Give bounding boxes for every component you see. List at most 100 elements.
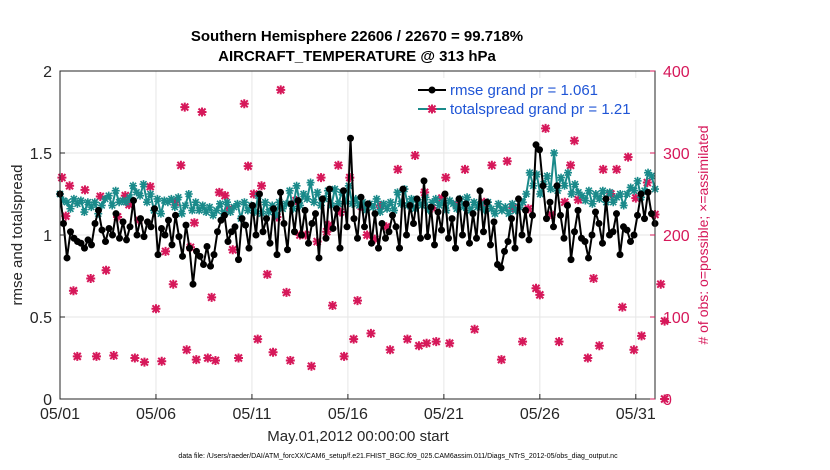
- rmse-point: [361, 223, 368, 231]
- rmse-point: [396, 244, 403, 252]
- totalspread-point: [640, 186, 649, 195]
- rmse-point: [130, 197, 137, 205]
- obs-point: [470, 324, 480, 334]
- x-axis-label: May.01,2012 00:00:00 start: [267, 428, 449, 445]
- totalspread-point: [163, 198, 172, 207]
- totalspread-point: [536, 190, 545, 198]
- y-tick-label: 0.5: [30, 310, 52, 327]
- obs-point: [207, 292, 217, 302]
- obs-point: [353, 296, 362, 306]
- totalspread-point: [73, 199, 82, 208]
- y-tick-label: 2: [43, 64, 52, 81]
- rmse-point: [473, 234, 480, 242]
- rmse-point: [256, 190, 263, 198]
- obs-point: [656, 279, 666, 289]
- rmse-point: [515, 195, 522, 203]
- rmse-point: [466, 239, 473, 247]
- totalspread-point: [386, 198, 395, 207]
- totalspread-point: [588, 199, 597, 208]
- totalspread-point: [334, 199, 343, 208]
- totalspread-point: [261, 198, 270, 207]
- obs-point: [422, 338, 432, 348]
- totalspread-point: [136, 191, 145, 200]
- rmse-point: [105, 224, 113, 232]
- totalspread-point: [195, 206, 204, 215]
- obs-point: [362, 230, 372, 240]
- legend-spread-label: totalspread grand pr = 1.21: [450, 101, 631, 118]
- rmse-point: [91, 220, 99, 228]
- totalspread-point: [466, 206, 475, 215]
- obs-point: [535, 290, 545, 300]
- totalspread-point: [296, 201, 305, 210]
- totalspread-point: [577, 191, 586, 200]
- totalspread-point: [181, 201, 190, 210]
- rmse-point: [228, 228, 235, 236]
- totalspread-point: [612, 193, 621, 202]
- obs-point: [168, 279, 178, 289]
- rmse-point: [144, 218, 151, 226]
- rmse-point: [438, 226, 445, 234]
- totalspread-point: [452, 204, 461, 213]
- totalspread-point: [504, 209, 513, 218]
- totalspread-point: [310, 198, 319, 207]
- rmse-point: [616, 251, 624, 259]
- totalspread-point: [62, 198, 71, 207]
- rmse-point: [522, 206, 529, 214]
- totalspread-point: [212, 206, 221, 215]
- totalspread-point: [282, 199, 291, 208]
- rmse-point: [382, 234, 389, 242]
- rmse-point: [459, 231, 466, 239]
- rmse-point: [571, 228, 578, 236]
- rmse-point: [273, 251, 281, 259]
- rmse-point: [294, 197, 302, 205]
- rmse-point: [88, 241, 95, 249]
- rmse-point: [480, 228, 487, 236]
- rmse-point: [501, 247, 508, 255]
- totalspread-point: [59, 196, 68, 205]
- totalspread-point: [118, 196, 127, 205]
- obs-point: [441, 173, 451, 183]
- obs-point: [157, 356, 167, 366]
- obs-point: [101, 265, 111, 275]
- rmse-point: [109, 231, 116, 239]
- rmse-point: [116, 234, 123, 242]
- totalspread-point: [358, 198, 367, 207]
- rmse-point: [427, 203, 435, 211]
- totalspread-point: [543, 171, 552, 180]
- rmse-point: [595, 220, 603, 228]
- rmse-point: [644, 188, 652, 196]
- totalspread-point: [574, 188, 583, 197]
- rmse-point: [158, 224, 165, 232]
- totalspread-point: [271, 211, 280, 220]
- rmse-point: [354, 234, 361, 242]
- totalspread-point: [223, 198, 232, 207]
- rmse-point: [301, 206, 309, 214]
- totalspread-point: [303, 194, 312, 203]
- obs-point: [598, 164, 608, 174]
- rmse-point: [221, 211, 228, 219]
- obs-point: [65, 181, 75, 191]
- totalspread-point: [564, 168, 573, 177]
- totalspread-point: [595, 194, 604, 203]
- x-tick-label: 05/31: [616, 406, 656, 423]
- totalspread-point: [570, 180, 579, 189]
- rmse-point: [312, 210, 319, 218]
- totalspread-point: [174, 193, 183, 202]
- obs-point: [151, 304, 161, 314]
- rmse-point: [336, 244, 344, 252]
- obs-point: [95, 191, 105, 201]
- x-tick-label: 05/16: [328, 406, 368, 423]
- rmse-point: [350, 215, 358, 223]
- rmse-point: [550, 223, 557, 231]
- rmse-point: [483, 198, 491, 206]
- totalspread-line: [59, 152, 656, 220]
- x-tick-label: 05/01: [40, 406, 80, 423]
- totalspread-point: [480, 206, 489, 215]
- obs-point: [339, 351, 349, 361]
- totalspread-point: [414, 198, 423, 207]
- obs-point: [197, 107, 207, 117]
- obs-point: [370, 234, 380, 244]
- rmse-point: [242, 221, 249, 229]
- totalspread-point: [522, 190, 531, 198]
- totalspread-point: [490, 209, 499, 218]
